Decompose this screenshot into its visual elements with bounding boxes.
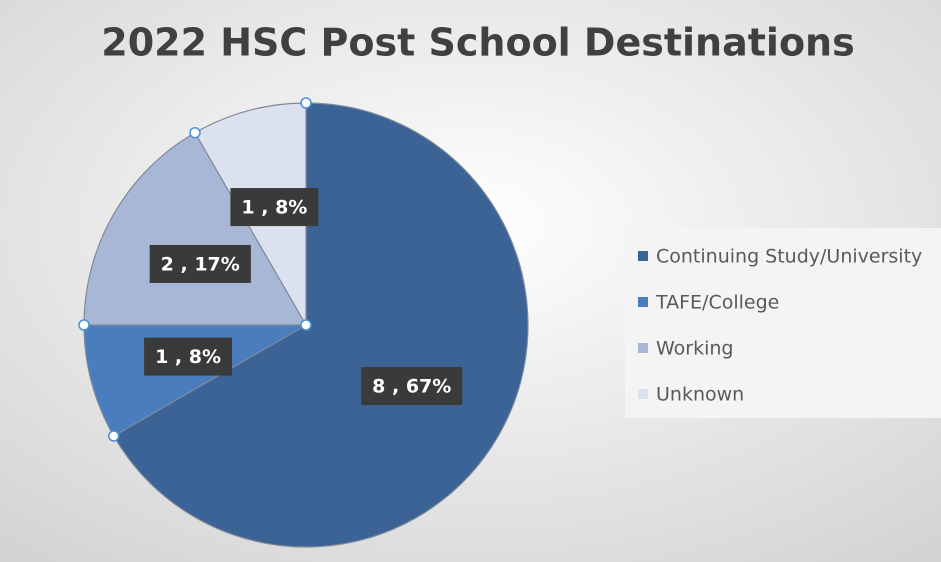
selection-handle: [300, 97, 312, 109]
data-label-text: 8 , 67%: [372, 376, 451, 398]
data-label-text: 1 , 8%: [241, 197, 307, 219]
data-label-text: 1 , 8%: [155, 346, 221, 368]
selection-handle: [300, 319, 312, 331]
legend-label: Continuing Study/University: [656, 246, 922, 268]
data-label-box: [230, 188, 319, 227]
legend-label: Unknown: [656, 384, 744, 406]
data-label: 8 , 67%: [361, 367, 463, 406]
legend-swatch: [638, 251, 648, 261]
data-label-text: 2 , 17%: [161, 253, 240, 275]
legend-label: TAFE/College: [655, 292, 779, 314]
data-label-box: [144, 337, 233, 376]
legend-swatch: [638, 297, 648, 307]
data-label-box: [149, 244, 251, 283]
chart-title: 2022 HSC Post School Destinations: [101, 21, 854, 65]
selection-handle: [107, 430, 120, 442]
legend-swatch: [638, 389, 648, 399]
data-label-box: [361, 367, 463, 406]
legend-swatch: [638, 343, 648, 353]
selection-handle: [189, 126, 201, 139]
data-label: 1 , 8%: [144, 337, 233, 376]
legend-label: Working: [656, 338, 734, 360]
data-label: 2 , 17%: [149, 244, 251, 283]
selection-handle: [78, 319, 90, 331]
legend-panel: [625, 228, 941, 418]
pie-slice: [112, 102, 529, 548]
data-label: 1 , 8%: [230, 188, 319, 227]
